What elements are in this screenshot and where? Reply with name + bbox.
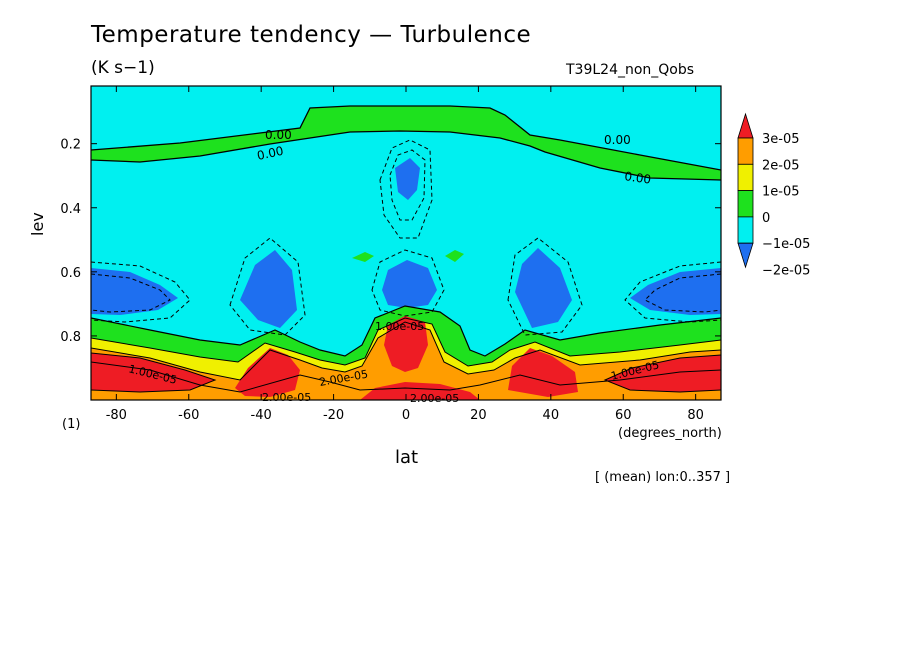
x-axis-label: lat (395, 447, 419, 468)
run-id: T39L24_non_Qobs (566, 62, 695, 78)
region-blue-left-edge (91, 268, 178, 315)
region-blue-left-cell (240, 250, 297, 328)
colorbar-swatch (737, 216, 754, 244)
contour-label: 0.00 (624, 169, 652, 187)
colorbar-arrow-top (737, 112, 754, 139)
y-tick-label: 0.6 (60, 266, 81, 281)
contour-1e5 (91, 317, 721, 367)
region-red-left-edge (91, 353, 215, 392)
contour-dash-left-inner (91, 273, 171, 313)
contour-lower-stack (91, 361, 721, 393)
colorbar-label: −1e-05 (762, 237, 810, 252)
region-blue-center-cell (382, 260, 437, 308)
contour-dash-left (91, 261, 191, 323)
x-tick-label: -80 (106, 408, 127, 423)
contour-label: 0.00 (265, 128, 292, 142)
x-tick-label: 60 (615, 408, 632, 423)
contour-label: 0.00 (256, 144, 285, 163)
x-tick-label: 40 (543, 408, 560, 423)
contour-3e5-left (91, 352, 217, 393)
colorbar-label: −2e-05 (762, 264, 810, 279)
contour-label: 1.00e-05 (375, 320, 424, 333)
region-red-right-edge (605, 355, 721, 392)
colorbar-label: 0 (762, 211, 770, 226)
contour-zero-upper (91, 105, 721, 171)
contour-2e5 (91, 321, 721, 381)
region-red-bottom-center (360, 382, 480, 400)
contour-dash-upper-center-inner (389, 149, 426, 221)
y-tick-label: 0.4 (60, 202, 81, 217)
mean-note: [ (mean) lon:0..357 ] (595, 470, 731, 485)
y-tick-label: 0.2 (60, 138, 81, 153)
colorbar-arrow-bottom (737, 242, 754, 269)
colorbar-swatch (737, 163, 754, 192)
contour-zero-lower-band (91, 130, 721, 181)
chart-units: (K s−1) (91, 58, 155, 78)
contour-dash-center-cell (371, 249, 445, 317)
x-tick-label: -60 (178, 408, 199, 423)
y-axis-ticks: 0.2 0.4 0.6 0.8 (60, 138, 721, 345)
x-axis-unit: (degrees_north) (618, 426, 722, 441)
region-blue-upper-center (395, 158, 420, 200)
region-green-blob-left (352, 252, 374, 262)
region-red-left-peak (235, 348, 300, 397)
contour-dash-right-cell (507, 237, 583, 336)
colorbar-label: 2e-05 (762, 158, 800, 173)
y-scale-note: (1) (62, 417, 81, 432)
colorbar-label: 1e-05 (762, 185, 800, 200)
contour-label: 2.00e-05 (410, 392, 459, 405)
region-red-center-peak (384, 316, 428, 372)
region-blue-right-edge (630, 268, 721, 315)
contour-label: 2.00e-05 (262, 391, 311, 404)
region-green-upper-band (91, 106, 721, 180)
region-blue-right-cell (515, 248, 572, 328)
x-tick-label: 0 (402, 408, 410, 423)
contour-fill (91, 86, 721, 400)
x-tick-label: 20 (470, 408, 487, 423)
contour-lines (91, 105, 721, 393)
colorbar-label: 3e-05 (762, 132, 800, 147)
contour-3e5-right (603, 354, 721, 393)
contour-zero-lower-green (91, 305, 721, 357)
x-tick-label: -40 (251, 408, 272, 423)
contour-dash-upper-center (379, 139, 433, 239)
y-tick-label: 0.8 (60, 330, 81, 345)
chart-title: Temperature tendency — Turbulence (91, 22, 532, 48)
x-tick-label: -20 (323, 408, 344, 423)
x-axis-ticks: -80 -60 -40 -20 0 20 40 60 80 (106, 86, 704, 423)
x-tick-label: 80 (687, 408, 704, 423)
colorbar-swatch (737, 190, 754, 218)
contour-dash-right (624, 261, 721, 323)
colorbar-legend: 3e-05 2e-05 1e-05 0 −1e-05 −2e-05 (737, 112, 810, 279)
region-green-blob-right (445, 250, 464, 262)
contour-label: 0.00 (604, 133, 631, 147)
colorbar-swatch (737, 137, 754, 165)
